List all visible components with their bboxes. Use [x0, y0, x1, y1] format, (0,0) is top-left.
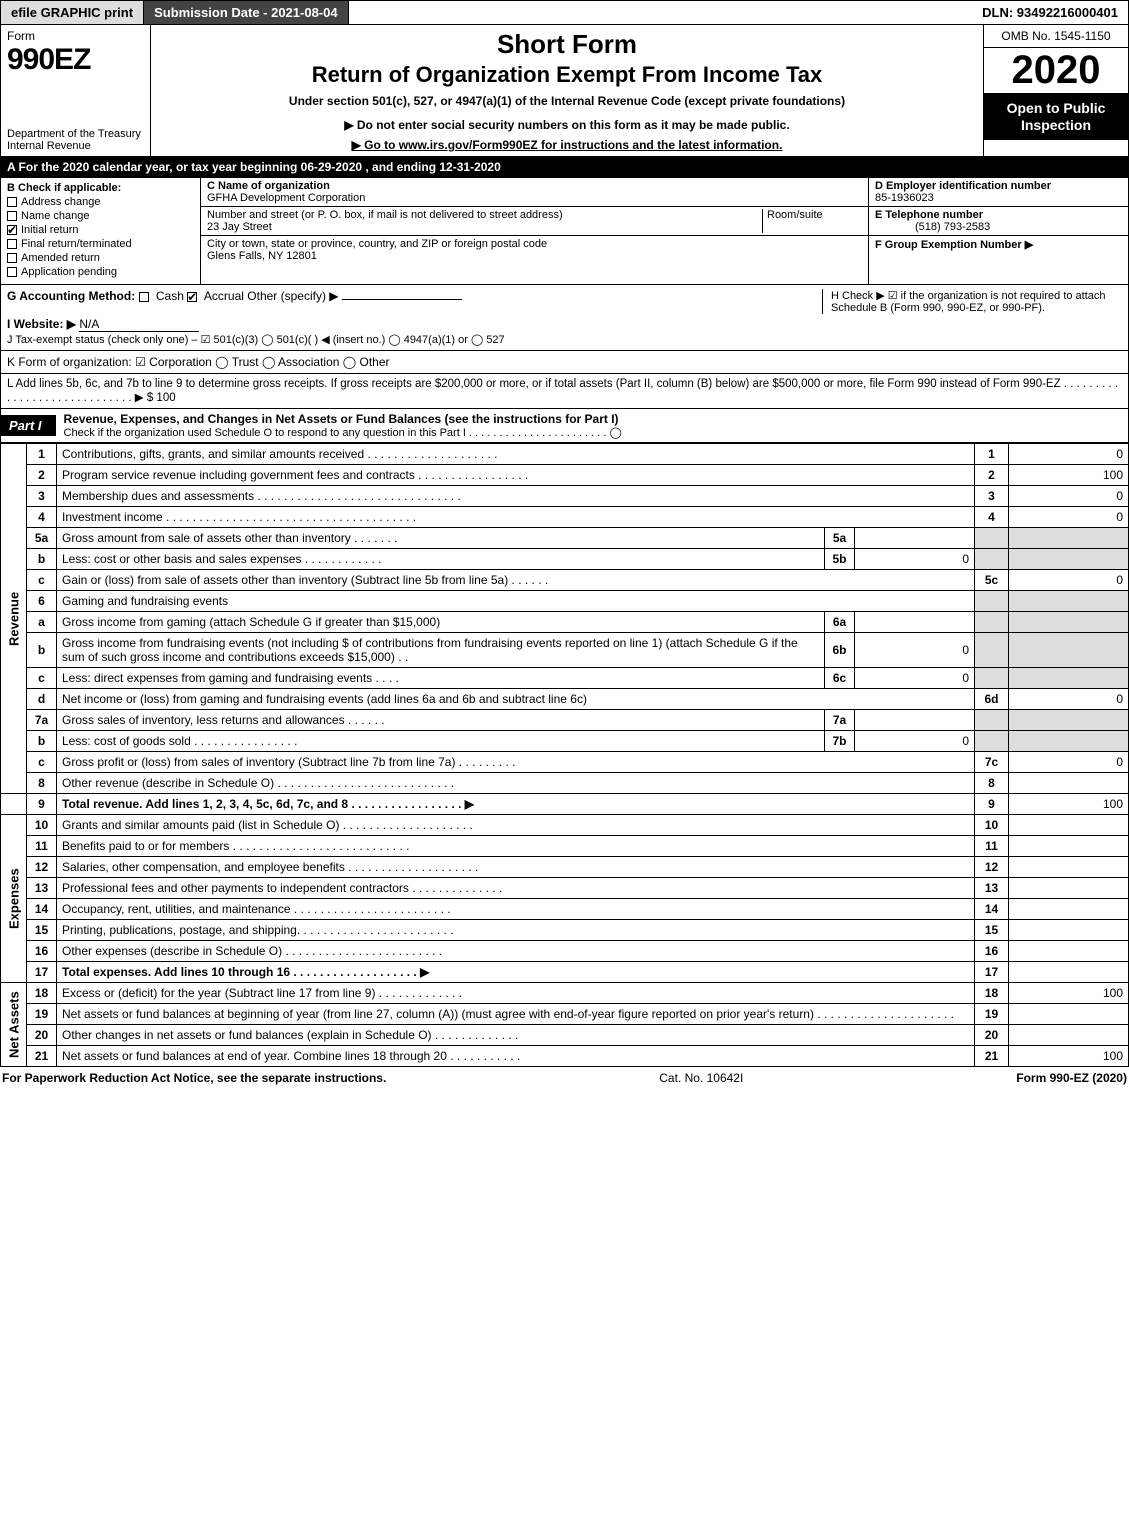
part-i-label: Part I	[1, 415, 56, 436]
row-l-gross-receipts: L Add lines 5b, 6c, and 7b to line 9 to …	[0, 374, 1129, 409]
under-section: Under section 501(c), 527, or 4947(a)(1)…	[159, 94, 975, 108]
do-not-enter: ▶ Do not enter social security numbers o…	[159, 118, 975, 132]
footer-form-id: Form 990-EZ (2020)	[1016, 1071, 1127, 1085]
tel-value: (518) 793-2583	[875, 221, 990, 233]
net-assets-vertical-label: Net Assets	[1, 983, 27, 1067]
page-footer: For Paperwork Reduction Act Notice, see …	[0, 1067, 1129, 1089]
chk-address-change[interactable]: Address change	[7, 196, 194, 208]
section-bcdef: B Check if applicable: Address change Na…	[0, 178, 1129, 285]
short-form-title: Short Form	[159, 29, 975, 60]
table-row: 19Net assets or fund balances at beginni…	[1, 1004, 1129, 1025]
table-row: 2Program service revenue including gover…	[1, 465, 1129, 486]
box-def: D Employer identification number 85-1936…	[868, 178, 1128, 284]
part-i-title: Revenue, Expenses, and Changes in Net As…	[64, 412, 619, 426]
chk-name-change[interactable]: Name change	[7, 210, 194, 222]
table-row: 12Salaries, other compensation, and empl…	[1, 857, 1129, 878]
form-header: Form 990EZ Department of the Treasury In…	[0, 25, 1129, 157]
header-center: Short Form Return of Organization Exempt…	[151, 25, 983, 156]
omb-number: OMB No. 1545-1150	[984, 25, 1128, 48]
tax-year: 2020	[984, 48, 1128, 94]
table-row: aGross income from gaming (attach Schedu…	[1, 612, 1129, 633]
city-value: Glens Falls, NY 12801	[207, 250, 317, 262]
form-number: 990EZ	[7, 43, 144, 77]
revenue-vertical-label: Revenue	[1, 444, 27, 794]
table-row: 13Professional fees and other payments t…	[1, 878, 1129, 899]
row-a-period: A For the 2020 calendar year, or tax yea…	[0, 157, 1129, 178]
expenses-vertical-label: Expenses	[1, 815, 27, 983]
box-c: C Name of organization GFHA Development …	[201, 178, 868, 284]
footer-paperwork: For Paperwork Reduction Act Notice, see …	[2, 1071, 386, 1085]
chk-final-return[interactable]: Final return/terminated	[7, 238, 194, 250]
room-suite-label: Room/suite	[762, 209, 862, 233]
table-row: Expenses 10Grants and similar amounts pa…	[1, 815, 1129, 836]
table-row: 6Gaming and fundraising events	[1, 591, 1129, 612]
ein-label: D Employer identification number	[875, 180, 1051, 192]
tel-label: E Telephone number	[875, 209, 983, 221]
chk-application-pending[interactable]: Application pending	[7, 266, 194, 278]
footer-cat-no: Cat. No. 10642I	[659, 1071, 743, 1085]
table-row: cGross profit or (loss) from sales of in…	[1, 752, 1129, 773]
table-row: 5aGross amount from sale of assets other…	[1, 528, 1129, 549]
row-j-tax-exempt: J Tax-exempt status (check only one) – ☑…	[7, 334, 505, 346]
chk-accrual[interactable]	[187, 292, 197, 302]
table-row: 17Total expenses. Add lines 10 through 1…	[1, 962, 1129, 983]
table-row: dNet income or (loss) from gaming and fu…	[1, 689, 1129, 710]
table-row: 3Membership dues and assessments . . . .…	[1, 486, 1129, 507]
table-row: Net Assets 18Excess or (deficit) for the…	[1, 983, 1129, 1004]
part-i-table: Revenue 1 Contributions, gifts, grants, …	[0, 443, 1129, 1067]
table-row: 15Printing, publications, postage, and s…	[1, 920, 1129, 941]
part-i-header: Part I Revenue, Expenses, and Changes in…	[0, 409, 1129, 443]
group-exemption-label: F Group Exemption Number ▶	[875, 239, 1033, 251]
part-i-subtitle: Check if the organization used Schedule …	[64, 426, 1120, 439]
table-row: 4Investment income . . . . . . . . . . .…	[1, 507, 1129, 528]
submission-button[interactable]: Submission Date - 2021-08-04	[144, 1, 349, 24]
box-b-title: B Check if applicable:	[7, 182, 194, 194]
org-name-label: C Name of organization	[207, 180, 862, 192]
header-left: Form 990EZ Department of the Treasury In…	[1, 25, 151, 156]
table-row: 8Other revenue (describe in Schedule O) …	[1, 773, 1129, 794]
row-h-schedule-b: H Check ▶ ☑ if the organization is not r…	[822, 289, 1122, 314]
header-right: OMB No. 1545-1150 2020 Open to Public In…	[983, 25, 1128, 156]
dln-label: DLN: 93492216000401	[972, 1, 1128, 24]
department-label: Department of the Treasury Internal Reve…	[7, 128, 144, 152]
table-row: Revenue 1 Contributions, gifts, grants, …	[1, 444, 1129, 465]
accounting-method-label: G Accounting Method:	[7, 289, 135, 303]
addr-value: 23 Jay Street	[207, 221, 272, 233]
efile-button[interactable]: efile GRAPHIC print	[1, 1, 144, 24]
goto-link[interactable]: ▶ Go to www.irs.gov/Form990EZ for instru…	[159, 138, 975, 152]
website-value: N/A	[79, 317, 199, 332]
row-k-form-of-org: K Form of organization: ☑ Corporation ◯ …	[0, 351, 1129, 374]
table-row: 20Other changes in net assets or fund ba…	[1, 1025, 1129, 1046]
table-row: bGross income from fundraising events (n…	[1, 633, 1129, 668]
table-row: 9Total revenue. Add lines 1, 2, 3, 4, 5c…	[1, 794, 1129, 815]
table-row: cGain or (loss) from sale of assets othe…	[1, 570, 1129, 591]
chk-amended-return[interactable]: Amended return	[7, 252, 194, 264]
form-word: Form	[7, 29, 144, 43]
row-g-h: G Accounting Method: Cash Accrual Other …	[0, 285, 1129, 351]
box-b: B Check if applicable: Address change Na…	[1, 178, 201, 284]
website-label: I Website: ▶	[7, 317, 76, 331]
table-row: 16Other expenses (describe in Schedule O…	[1, 941, 1129, 962]
table-row: bLess: cost or other basis and sales exp…	[1, 549, 1129, 570]
table-row: bLess: cost of goods sold . . . . . . . …	[1, 731, 1129, 752]
table-row: 21Net assets or fund balances at end of …	[1, 1046, 1129, 1067]
table-row: 7aGross sales of inventory, less returns…	[1, 710, 1129, 731]
city-label: City or town, state or province, country…	[207, 238, 547, 250]
addr-label: Number and street (or P. O. box, if mail…	[207, 209, 563, 221]
chk-initial-return[interactable]: Initial return	[7, 224, 194, 236]
ein-value: 85-1936023	[875, 192, 934, 204]
org-name: GFHA Development Corporation	[207, 192, 862, 204]
table-row: cLess: direct expenses from gaming and f…	[1, 668, 1129, 689]
open-public-badge: Open to Public Inspection	[984, 94, 1128, 140]
return-of-title: Return of Organization Exempt From Incom…	[159, 62, 975, 88]
chk-cash[interactable]	[139, 292, 149, 302]
table-row: 11Benefits paid to or for members . . . …	[1, 836, 1129, 857]
table-row: 14Occupancy, rent, utilities, and mainte…	[1, 899, 1129, 920]
top-toolbar: efile GRAPHIC print Submission Date - 20…	[0, 0, 1129, 25]
